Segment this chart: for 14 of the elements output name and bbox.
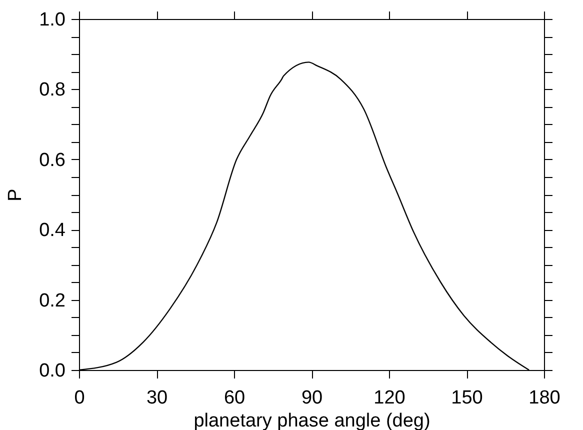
x-tick-label: 30	[146, 388, 168, 408]
y-tick-label: 0.8	[39, 80, 66, 101]
y-tick-label: 0.6	[39, 150, 66, 171]
x-tick-label: 180	[528, 388, 560, 408]
x-tick-label: 120	[374, 388, 406, 408]
y-tick-label: 0.2	[39, 290, 66, 312]
y-tick-label: 1.0	[39, 10, 66, 30]
x-tick-label: 60	[224, 388, 246, 408]
y-tick-label: 0.0	[39, 360, 66, 382]
x-tick-label: 90	[301, 388, 323, 408]
y-tick-label: 0.4	[39, 220, 66, 242]
x-tick-label: 0	[74, 388, 85, 408]
x-tick-label: 150	[451, 388, 483, 408]
y-axis-title: P	[5, 188, 26, 202]
